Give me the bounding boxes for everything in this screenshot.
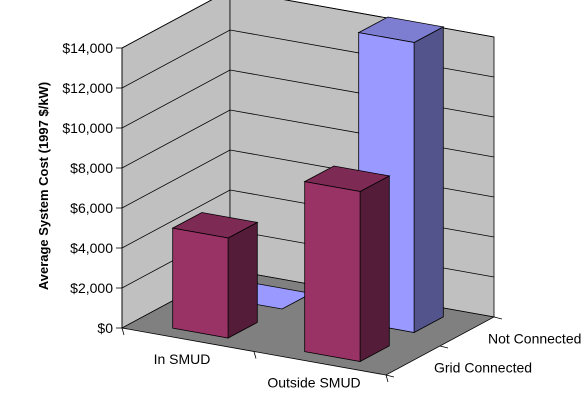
depth-category-label: Grid Connected <box>434 360 532 376</box>
depth-tick-mark <box>439 345 449 349</box>
y-tick-label: $8,000 <box>70 160 113 176</box>
x-category-label: Outside SMUD <box>267 374 360 390</box>
bar-front <box>172 227 229 339</box>
x-tick-mark <box>121 327 125 336</box>
bar-side <box>227 221 258 339</box>
x-tick-mark <box>253 351 257 359</box>
y-tick-label: $14,000 <box>62 40 113 56</box>
y-axis-title: Average System Cost (1997 $/kW) <box>36 82 51 290</box>
bar <box>171 212 259 339</box>
x-category-label: In SMUD <box>154 351 211 367</box>
depth-tick-mark <box>493 316 503 320</box>
y-tick-label: $12,000 <box>62 80 113 96</box>
y-tick-label: $10,000 <box>62 120 113 136</box>
y-tick-label: $6,000 <box>70 200 113 216</box>
axis-labels: $0 $2,000 $4,000 $6,000 $8,000 $10,000 $12,000… <box>62 40 581 390</box>
bars <box>171 16 445 363</box>
bar-side <box>413 26 444 334</box>
x-tick-mark <box>385 374 389 383</box>
depth-tick-mark <box>385 374 395 378</box>
y-tick-label: $0 <box>97 320 113 336</box>
bar-front <box>304 181 361 362</box>
y-tick-label: $2,000 <box>70 280 113 296</box>
depth-category-label: Not Connected <box>488 331 581 347</box>
bar <box>303 165 391 363</box>
y-tick-label: $4,000 <box>70 240 113 256</box>
bar-side <box>359 175 390 363</box>
